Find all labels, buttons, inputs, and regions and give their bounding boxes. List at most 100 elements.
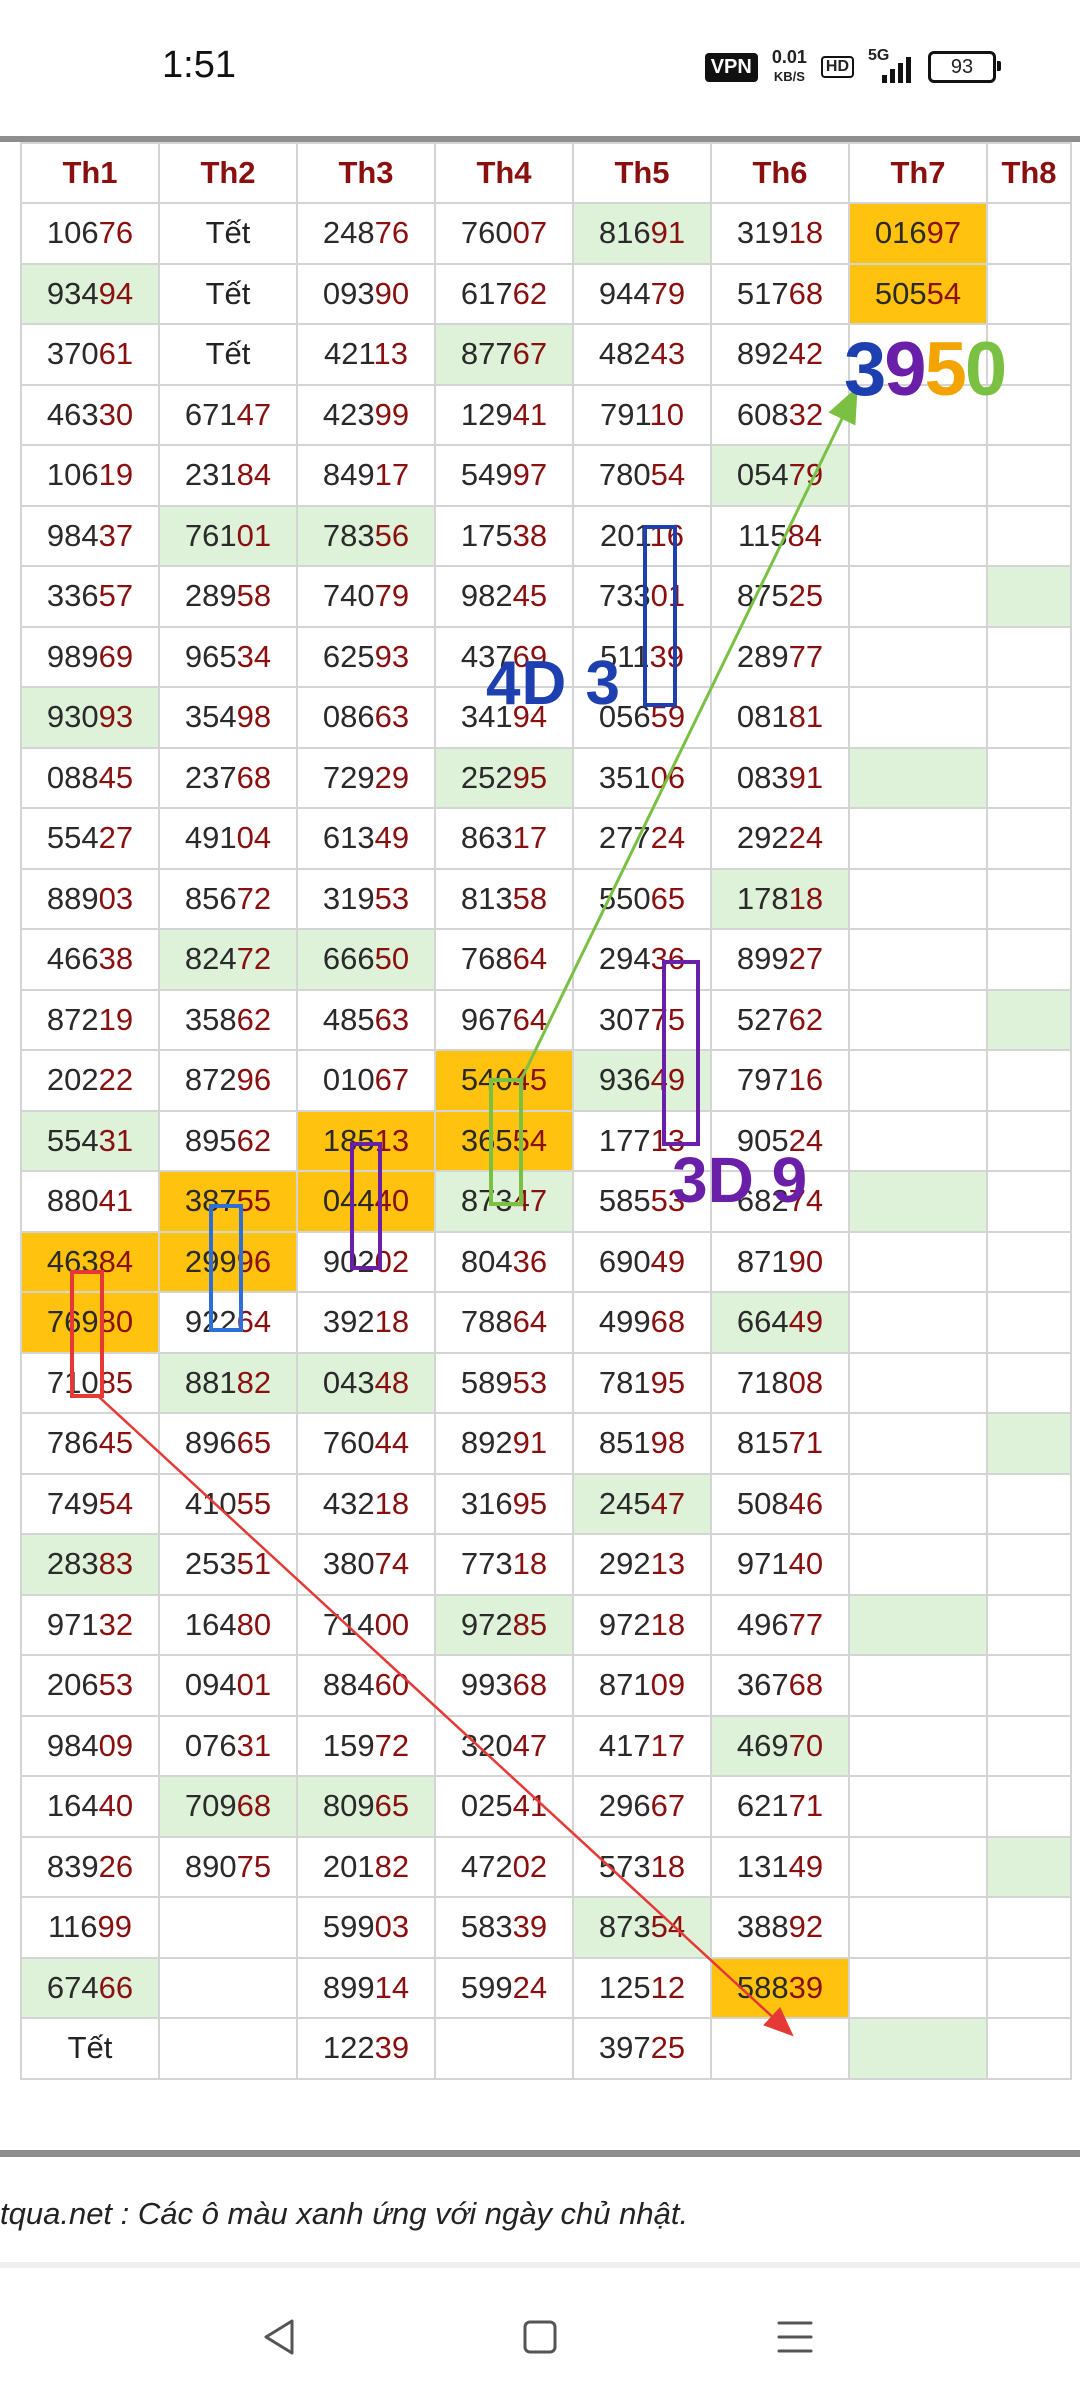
table-cell: 52762: [710, 988, 850, 1051]
cell-prefix: 791: [600, 396, 650, 432]
cell-suffix: 41: [512, 1788, 548, 1824]
label-3d: 3D 9: [672, 1144, 808, 1216]
highlighted-digit: 5: [924, 327, 967, 412]
cell-prefix: 729: [322, 759, 375, 795]
cell-prefix: 094: [184, 1667, 237, 1703]
table-cell: 59903: [296, 1896, 436, 1959]
table-cell: [986, 504, 1072, 567]
table-cell: 87190: [710, 1230, 850, 1293]
cell-suffix: 62: [236, 1001, 272, 1037]
table-cell: 31953: [296, 867, 436, 930]
table-cell: [986, 1170, 1072, 1233]
table-row: 46384 29996 90202 80436 69049 87190: [20, 1230, 1072, 1293]
table-cell: [986, 323, 1072, 386]
cell-suffix: 98: [650, 1425, 686, 1461]
network-speed: 0.01 KB/S: [772, 48, 807, 86]
cell-suffix: 79: [374, 578, 410, 614]
table-cell: 77318: [434, 1533, 574, 1596]
back-triangle-icon[interactable]: [254, 2314, 304, 2360]
cell-suffix: 68: [236, 759, 272, 795]
cell-prefix: 781: [598, 1364, 651, 1400]
cell-suffix: 47: [236, 396, 272, 432]
table-cell: 74954: [20, 1472, 160, 1535]
table-cell: 17818: [710, 867, 850, 930]
cell-suffix: 97: [512, 457, 548, 493]
cell-prefix: 889: [46, 880, 99, 916]
cell-prefix: 482: [598, 336, 651, 372]
cell-prefix: 585: [598, 1183, 651, 1219]
cell-prefix: 930: [46, 699, 99, 735]
cell-prefix: 292: [736, 820, 789, 856]
cell-prefix: 432: [322, 1485, 375, 1521]
table-cell: 47202: [434, 1835, 574, 1898]
cell-suffix: 84: [236, 457, 272, 493]
cell-prefix: 714: [322, 1606, 375, 1642]
cell-prefix: 202: [46, 1062, 99, 1098]
cell-suffix: 40: [98, 1788, 134, 1824]
menu-lines-icon[interactable]: [770, 2314, 820, 2360]
cell-prefix: 283: [46, 1546, 99, 1582]
table-cell: 88903: [20, 867, 160, 930]
hd-icon: HD: [820, 56, 854, 78]
table-row: 74954 41055 43218 31695 24547 50846: [20, 1472, 1072, 1535]
table-row: 46638 82472 66650 76864 29436 89927: [20, 928, 1072, 991]
cell-prefix: 307: [598, 1001, 651, 1037]
cell-suffix: 18: [374, 1485, 410, 1521]
home-square-icon[interactable]: [515, 2314, 565, 2360]
cell-suffix: 32: [98, 1606, 134, 1642]
cell-prefix: 517: [736, 275, 789, 311]
cell-suffix: 46: [788, 1485, 824, 1521]
cell-suffix: 82: [236, 1364, 272, 1400]
cell-prefix: 296: [598, 1788, 651, 1824]
cell-prefix: 550: [598, 880, 651, 916]
table-cell: 58839: [710, 1956, 850, 2019]
cell-prefix: 231: [184, 457, 237, 493]
cell-suffix: 72: [236, 941, 272, 977]
cell-suffix: 95: [650, 1364, 686, 1400]
cell-prefix: 816: [598, 215, 651, 251]
table-cell: [848, 383, 988, 446]
cell-suffix: 40: [374, 1183, 410, 1219]
cell-prefix: 856: [184, 880, 237, 916]
table-cell: 61349: [296, 807, 436, 870]
cell-suffix: 79: [650, 275, 686, 311]
cell-prefix: 289: [736, 638, 789, 674]
cell-suffix: 27: [98, 820, 134, 856]
table-cell: [848, 1230, 988, 1293]
cell-suffix: 54: [512, 1122, 548, 1158]
cell-prefix: 984: [46, 1727, 99, 1763]
table-cell: [986, 202, 1072, 265]
cell-prefix: 392: [322, 1304, 375, 1340]
cell-prefix: 387: [184, 1183, 237, 1219]
cell-prefix: 809: [322, 1788, 375, 1824]
table-header: Th1 Th2 Th3 Th4 Th5 Th6 Th7 Th8: [20, 142, 1072, 204]
table-cell: 71400: [296, 1593, 436, 1656]
cell-prefix: 936: [598, 1062, 651, 1098]
cell-suffix: 31: [236, 1727, 272, 1763]
table-cell: 20182: [296, 1835, 436, 1898]
table-cell: 35106: [572, 746, 712, 809]
table-cell: 58953: [434, 1351, 574, 1414]
table-cell: 25351: [158, 1533, 298, 1596]
cell-prefix: 804: [460, 1243, 513, 1279]
table-cell: 02541: [434, 1775, 574, 1838]
highlighted-digit: 3: [844, 327, 886, 412]
table-cell: 27724: [572, 807, 712, 870]
cell-suffix: 13: [373, 336, 408, 372]
cell-prefix: 177: [598, 1122, 651, 1158]
table-cell: [986, 383, 1072, 446]
cell-prefix: 540: [460, 1062, 513, 1098]
cell-prefix: 922: [184, 1304, 237, 1340]
cell-prefix: 206: [46, 1667, 99, 1703]
table-cell: 43218: [296, 1472, 436, 1535]
cell-prefix: 252: [460, 759, 513, 795]
table-cell: 04348: [296, 1351, 436, 1414]
table-cell: [986, 1654, 1072, 1717]
table-cell: 20222: [20, 1049, 160, 1112]
cell-suffix: 68: [650, 1304, 686, 1340]
cell-prefix: 010: [322, 1062, 375, 1098]
cell-prefix: 417: [598, 1727, 651, 1763]
cell-suffix: 39: [649, 638, 684, 674]
cell-prefix: 277: [598, 820, 651, 856]
cell-prefix: 365: [460, 1122, 513, 1158]
